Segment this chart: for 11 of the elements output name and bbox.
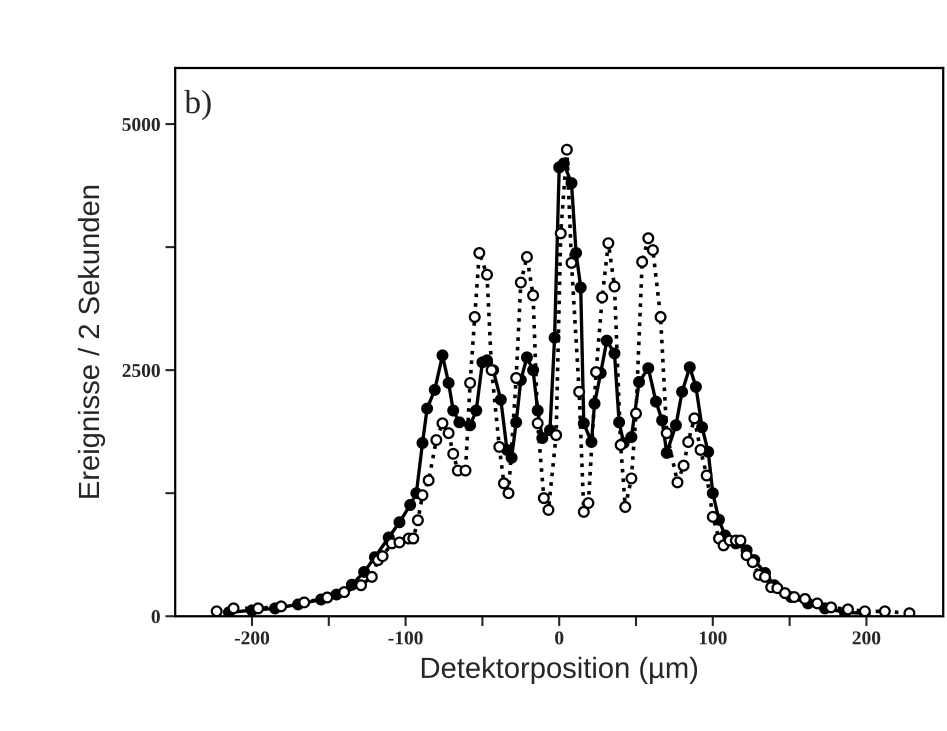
y-axis-title: Ereignisse / 2 Sekunden: [78, 186, 106, 498]
y-tick-label: 5000: [122, 118, 160, 132]
x-tick-label: -200: [234, 631, 270, 644]
x-tick-label: 200: [852, 631, 880, 644]
x-tick-label: 100: [700, 631, 727, 644]
x-tick-label: 0: [555, 631, 564, 644]
annotation: b): [184, 90, 211, 120]
y-tick-label: 0: [152, 610, 160, 624]
y-tick-label: 2500: [122, 364, 160, 378]
x-axis-title: Detektorposition (µm): [422, 656, 698, 684]
x-tick-label: -100: [388, 631, 423, 644]
